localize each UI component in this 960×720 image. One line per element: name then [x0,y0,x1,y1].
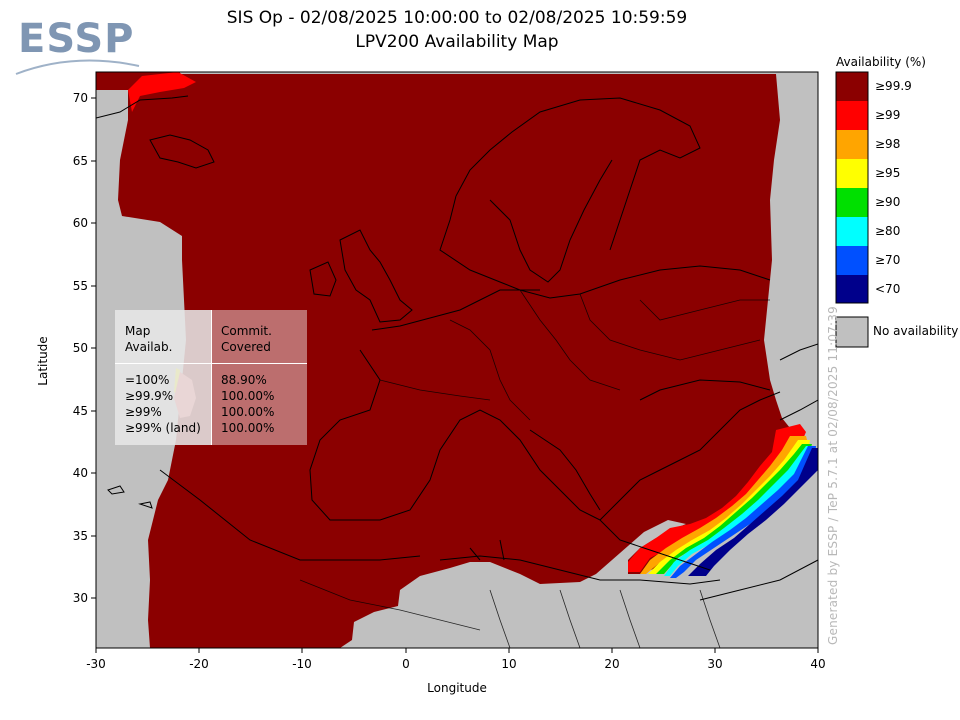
y-tick-label: 50 [73,341,88,355]
x-axis-label: Longitude [427,681,487,695]
legend-label: ≥95 [875,166,901,180]
stats-table: Map Availab. Commit. Covered =100% ≥99.9… [115,310,307,445]
x-tick-label: 10 [501,657,516,671]
y-tick-label: 35 [73,529,88,543]
x-tick-labels: -30 -20 -10 0 10 20 30 40 [86,657,825,671]
logo-swoosh [15,59,140,75]
x-tick-label: 30 [707,657,722,671]
legend-label: ≥98 [875,137,901,151]
legend-swatch [836,101,868,130]
coverage-area-high [96,72,805,648]
y-tick-label: 65 [73,154,88,168]
se-band-navy [688,448,818,576]
coastlines [96,95,818,601]
stats-rows-right: 88.90% 100.00% 100.00% 100.00% [221,373,275,435]
map-title: SIS Op - 02/08/2025 10:00:00 to 02/08/20… [226,8,688,28]
legend-label: ≥70 [875,253,901,267]
generation-credit: Generated by ESSP / TeP 5.7.1 at 02/08/2… [826,306,840,645]
x-tick-label: 20 [604,657,619,671]
legend-label: <70 [875,282,901,296]
y-tick-label: 30 [73,591,88,605]
se-band-yellow [648,440,810,574]
stats-header-right: Commit. Covered [221,324,272,354]
y-tick-label: 40 [73,466,88,480]
x-tick-label: -20 [189,657,209,671]
se-band-red [628,424,806,572]
y-tick-labels: 70 65 60 55 50 45 40 35 30 [73,91,88,605]
x-tick-label: -30 [86,657,106,671]
y-tick-label: 60 [73,216,88,230]
legend-swatch [836,188,868,217]
no-availability-swatch [835,316,869,348]
stats-header-left: Map Availab. [125,324,173,354]
stats-rows-left: =100% ≥99.9% ≥99% ≥99% (land) [125,373,201,435]
se-band-blue [670,446,816,578]
y-tick-label: 45 [73,404,88,418]
legend-swatch [836,130,868,159]
legend-label: ≥99 [875,108,901,122]
legend-colorbar [835,71,869,348]
se-band-orange [640,436,808,574]
x-tick-label: -10 [292,657,312,671]
legend-swatch [836,275,868,303]
y-axis-label: Latitude [36,336,50,386]
y-tick-label: 55 [73,279,88,293]
x-tick-label: 40 [810,657,825,671]
y-tick-label: 70 [73,91,88,105]
legend-label: ≥90 [875,195,901,209]
legend-swatch [836,217,868,246]
no-availability-label: No availability [873,324,959,338]
x-tick-label: 0 [402,657,410,671]
axis-ticks [91,97,819,653]
north-red-patch [128,72,196,112]
se-band-green [656,444,812,574]
legend-label: ≥80 [875,224,901,238]
map-subtitle: LPV200 Availability Map [355,32,559,52]
essp-logo: ESSP [14,14,144,84]
legend-swatch [836,159,868,188]
borders [299,289,770,648]
legend-label: ≥99.9 [875,79,912,93]
legend-title: Availability (%) [836,55,926,69]
legend-swatch [836,72,868,101]
legend-swatch [836,246,868,275]
logo-text: ESSP [18,16,135,62]
se-band-cyan [664,446,814,576]
plot-frame [95,71,819,649]
